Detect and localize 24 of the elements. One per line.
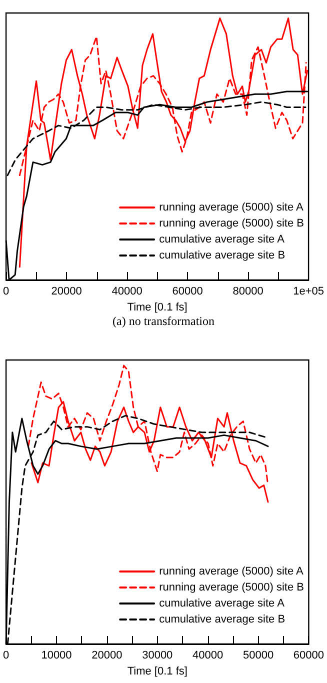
x-tick-label: 0 (2, 286, 10, 298)
x-axis-title: Time [0.1 fs] (127, 302, 188, 314)
x-axis-title: Time [0.1 fs] (127, 666, 188, 678)
x-tick-label: 40000 (112, 286, 142, 298)
legend-label: cumulative average site B (159, 250, 286, 262)
legend-label: running average (5000) site B (159, 582, 304, 594)
legend-label: running average (5000) site A (159, 202, 304, 214)
legend-label: running average (5000) site B (159, 218, 304, 230)
x-tick-label: 20000 (51, 286, 82, 298)
x-tick-label: 60000 (293, 650, 324, 662)
x-tick-label: 30000 (142, 650, 173, 662)
x-tick-label: 40000 (192, 650, 224, 662)
x-tick-label: 0 (2, 650, 10, 662)
x-tick-label: 50000 (242, 650, 274, 662)
legend-label: cumulative average site A (159, 598, 286, 610)
legend-label: cumulative average site B (159, 614, 286, 626)
x-tick-label: 80000 (232, 286, 264, 298)
legend-label: running average (5000) site A (159, 566, 304, 578)
x-tick-label: 60000 (172, 286, 203, 298)
legend-label: cumulative average site A (159, 234, 286, 246)
text: (a) no transformation (112, 314, 216, 328)
x-tick-label: 10000 (41, 650, 72, 662)
x-tick-label: 20000 (92, 650, 122, 662)
x-tick-label: 1e+05 (293, 286, 324, 298)
